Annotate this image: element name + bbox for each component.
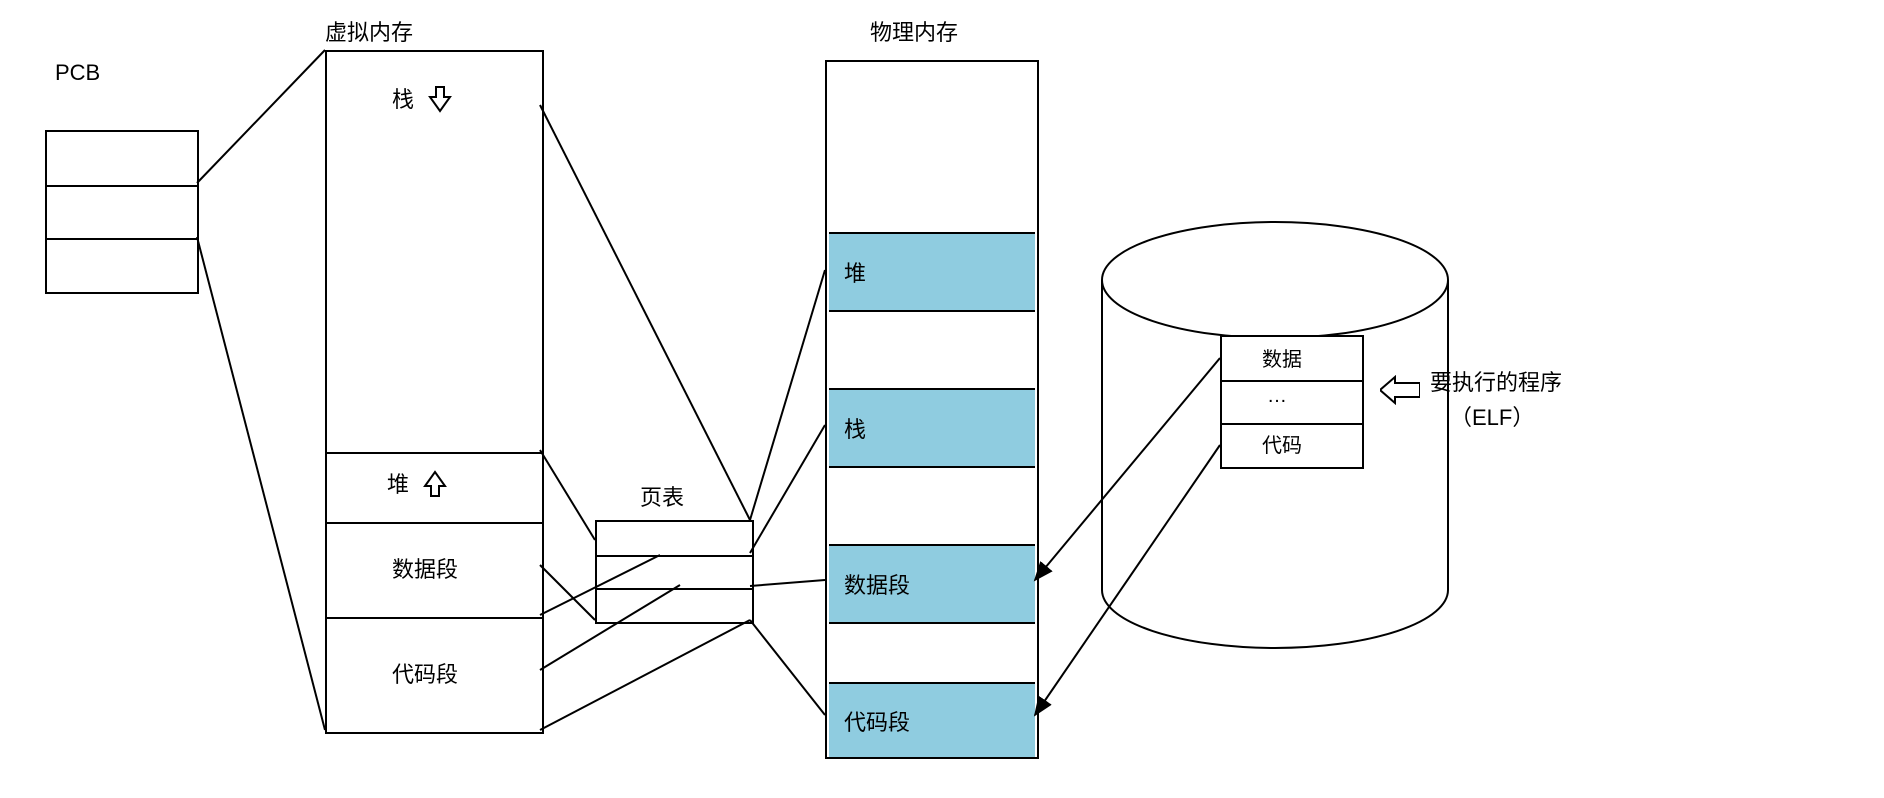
elf-label-line1: 要执行的程序 [1430,365,1562,397]
phys-stack-text: 栈 [844,412,866,444]
left-arrow-icon [1380,375,1420,405]
down-arrow-icon [426,85,454,113]
phys-code-text: 代码段 [844,705,910,737]
physical-memory-box: 堆 栈 数据段 代码段 [825,60,1039,759]
physical-memory-label: 物理内存 [870,15,958,47]
divider [327,452,542,454]
divider [47,185,197,187]
divider [327,617,542,619]
phys-data-text: 数据段 [844,568,910,600]
stack-label: 栈 [392,82,454,114]
disk-code-label: 代码 [1262,429,1302,458]
divider [47,238,197,240]
phys-heap-text: 堆 [844,256,866,288]
phys-row [829,622,1035,682]
heap-label: 堆 [387,467,449,499]
disk-dots-label: … [1267,385,1287,408]
phys-row [829,310,1035,388]
phys-code-row: 代码段 [829,682,1035,757]
virtual-memory-label: 虚拟内存 [325,15,413,47]
disk-data-label: 数据 [1262,343,1302,372]
disk-file-table: 数据 … 代码 [1220,335,1364,469]
vm-code-segment-label: 代码段 [392,657,458,689]
pcb-box [45,130,199,294]
up-arrow-icon [421,470,449,498]
heap-text: 堆 [387,472,409,497]
phys-row [829,466,1035,544]
divider [597,555,752,557]
stack-text: 栈 [392,87,414,112]
pcb-label: PCB [55,60,100,86]
virtual-memory-box: 栈 堆 数据段 代码段 [325,50,544,734]
divider [1222,423,1362,425]
divider [327,522,542,524]
phys-stack-row: 栈 [829,388,1035,466]
phys-heap-row: 堆 [829,232,1035,310]
divider [1222,380,1362,382]
phys-data-row: 数据段 [829,544,1035,622]
page-table-label: 页表 [640,480,684,512]
vm-data-segment-label: 数据段 [392,552,458,584]
elf-label-line2: （ELF） [1450,400,1534,432]
page-table-box [595,520,754,624]
divider [597,588,752,590]
